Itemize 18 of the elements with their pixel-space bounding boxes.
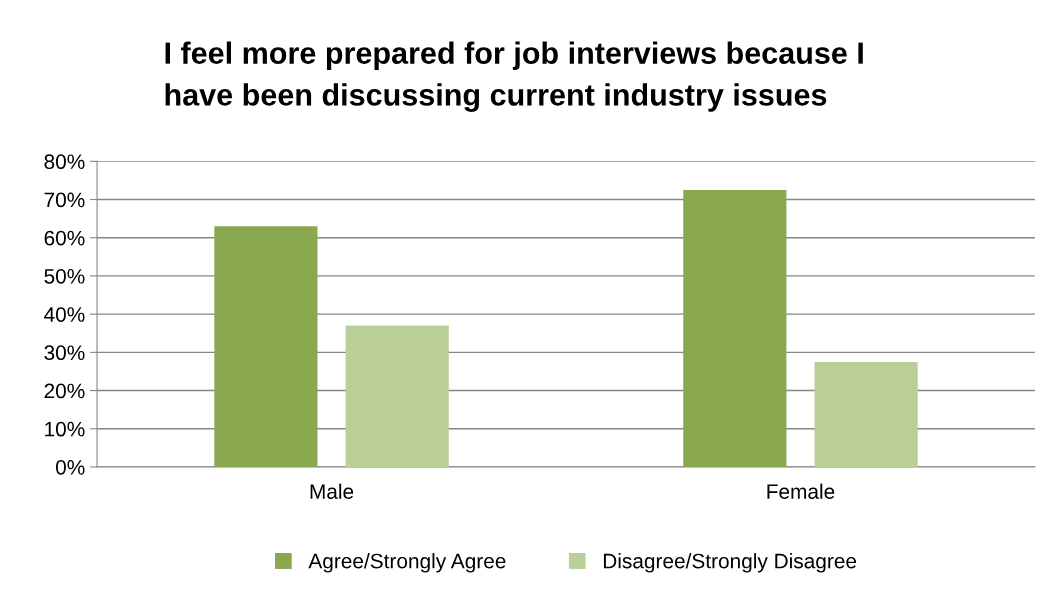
y-tick-label: 80% <box>44 154 85 170</box>
x-tick-label: Female <box>767 483 835 499</box>
x-tick-label: Male <box>310 483 354 499</box>
y-tick-label: 30% <box>44 345 85 361</box>
legend-label: Agree/Strongly Agree <box>308 553 506 573</box>
bar <box>214 226 318 467</box>
chart-title: I feel more prepared for job interviews because I have been discussing current industry issues <box>165 41 863 112</box>
y-tick-label: 0% <box>55 459 85 475</box>
y-tick-label: 50% <box>44 268 85 284</box>
bar <box>814 361 918 467</box>
y-tick-label: 20% <box>44 383 85 399</box>
legend-label: Disagree/Strongly Disagree <box>603 553 857 573</box>
bar <box>683 189 787 467</box>
y-tick-label: 10% <box>45 421 85 437</box>
y-tick-label: 70% <box>44 192 85 208</box>
y-tick-label: 60% <box>44 230 85 246</box>
bar <box>345 325 449 467</box>
y-tick-label: 40% <box>44 307 85 322</box>
